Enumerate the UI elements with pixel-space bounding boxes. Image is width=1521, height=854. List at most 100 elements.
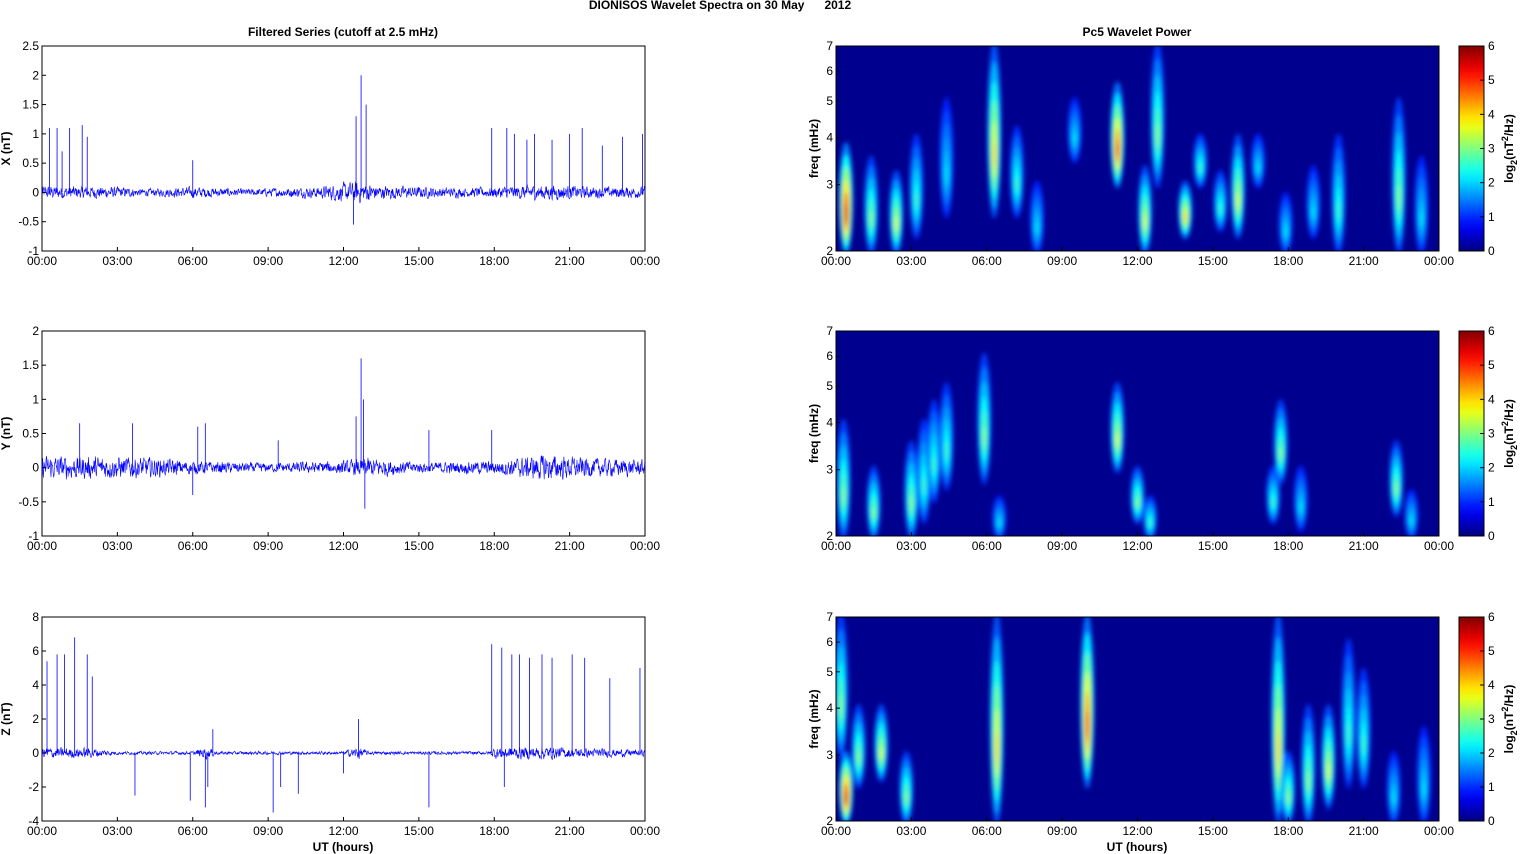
x-tick-label: 00:00 xyxy=(1424,539,1454,553)
colorbar-tick-label: 0 xyxy=(1488,244,1495,258)
colorbar-tick-label: 3 xyxy=(1488,427,1495,441)
x-tick-label: 12:00 xyxy=(1122,254,1152,268)
colorbar-tick-label: 2 xyxy=(1488,461,1495,475)
spectrogram-panel-1: 2 3 4 5 6 7 00:00 03:00 06:00 09:00 12:00 15:00 18:0… xyxy=(807,39,1519,268)
power-blob xyxy=(995,731,999,767)
y-tick-label: 6 xyxy=(826,349,833,363)
colorbar: 0 1 2 3 4 5 6 log2(nT2/Hz) xyxy=(1458,324,1519,543)
power-blob xyxy=(857,750,861,765)
power-blob xyxy=(1347,721,1351,747)
power-blob xyxy=(1279,446,1283,461)
plot-area xyxy=(41,330,646,537)
y-tick-label: -1 xyxy=(28,244,39,258)
x-tick-label: 15:00 xyxy=(1198,539,1228,553)
power-blob xyxy=(1271,497,1275,508)
x-tick-label: 03:00 xyxy=(896,824,926,838)
colorbar-tick-label: 1 xyxy=(1488,210,1495,224)
x-tick-label: 21:00 xyxy=(555,539,585,553)
colorbar: 0 1 2 3 4 5 6 log2(nT2/Hz) xyxy=(1458,610,1519,828)
timeseries-panel-z: -4 -2 0 2 4 6 8 00:00 03:00 06:00 09:00 12:00 15:00 1… xyxy=(0,610,660,838)
power-blob xyxy=(1015,176,1019,193)
x-tick-label: 18:00 xyxy=(1273,539,1303,553)
x-tick-label: 21:00 xyxy=(1349,254,1379,268)
colorbar-tick-label: 0 xyxy=(1488,814,1495,828)
power-blob xyxy=(842,485,846,506)
power-blob xyxy=(1183,212,1187,223)
power-blob xyxy=(844,791,848,804)
power-blob xyxy=(1115,140,1119,159)
x-tick-label: 15:00 xyxy=(1198,824,1228,838)
y-tick-label: 7 xyxy=(826,39,833,53)
x-tick-label: 18:00 xyxy=(479,539,509,553)
spectrogram-panel-2: 2 3 4 5 6 7 00:00 03:00 06:00 09:00 12:00 15:00 18:0… xyxy=(807,324,1519,553)
power-blob xyxy=(1256,163,1260,173)
y-axis-label: freq (mHz) xyxy=(807,119,821,178)
power-blob xyxy=(1143,214,1147,230)
colorbar-tick-label: 5 xyxy=(1488,73,1495,87)
power-blob xyxy=(1422,780,1426,797)
power-blob xyxy=(1337,200,1340,221)
y-tick-label: 3 xyxy=(826,748,833,762)
colorbar-tick-label: 1 xyxy=(1488,495,1495,509)
spectrogram-background xyxy=(836,46,1439,251)
x-tick-label: 21:00 xyxy=(1349,539,1379,553)
power-blob xyxy=(1236,191,1240,210)
x-tick-label: 21:00 xyxy=(555,824,585,838)
x-tick-label: 00:00 xyxy=(1424,254,1454,268)
trace-y xyxy=(41,455,646,480)
x-tick-label: 18:00 xyxy=(1273,824,1303,838)
colorbar-gradient xyxy=(1458,616,1485,822)
y-tick-label: 4 xyxy=(826,416,833,430)
power-blob xyxy=(894,216,898,231)
x-tick-label: 00:00 xyxy=(821,824,851,838)
x-tick-label: 21:00 xyxy=(1349,824,1379,838)
power-blob xyxy=(1306,770,1310,792)
power-blob xyxy=(914,191,918,210)
colorbar: 0 1 2 3 4 5 6 log2(nT2/Hz) xyxy=(1458,39,1519,258)
power-blob xyxy=(1419,210,1423,227)
x-tick-label: 06:00 xyxy=(178,824,208,838)
x-tick-label: 09:00 xyxy=(253,824,283,838)
x-tick-label: 00:00 xyxy=(821,539,851,553)
y-tick-label: -4 xyxy=(28,814,39,828)
y-tick-label: 1 xyxy=(32,127,39,141)
colorbar-tick-label: 0 xyxy=(1488,529,1495,543)
x-tick-label: 09:00 xyxy=(1047,824,1077,838)
x-tick-label: 06:00 xyxy=(972,539,1002,553)
power-blob xyxy=(1073,133,1077,145)
power-blob xyxy=(1156,123,1160,148)
y-tick-label: 1 xyxy=(32,392,39,406)
colorbar-tick-label: 1 xyxy=(1488,780,1495,794)
x-tick-label: 00:00 xyxy=(630,254,660,268)
y-tick-label: 2 xyxy=(32,712,39,726)
x-tick-label: 18:00 xyxy=(1273,254,1303,268)
power-blob xyxy=(1286,791,1290,804)
x-tick-label: 03:00 xyxy=(896,254,926,268)
colorbar-tick-label: 6 xyxy=(1488,324,1495,338)
x-tick-label: 03:00 xyxy=(102,539,132,553)
power-blob xyxy=(1136,497,1139,508)
colorbar-tick-label: 6 xyxy=(1488,39,1495,53)
trace-z xyxy=(41,746,646,761)
power-blob xyxy=(879,746,883,760)
x-tick-label: 00:00 xyxy=(821,254,851,268)
power-blob xyxy=(1085,710,1089,740)
power-blob xyxy=(839,693,843,719)
y-tick-label: 2 xyxy=(826,244,833,258)
power-blob xyxy=(1035,221,1039,234)
y-tick-label: 0.5 xyxy=(22,156,39,170)
y-tick-label: 1.5 xyxy=(22,98,39,112)
colorbar-tick-label: 4 xyxy=(1488,678,1495,692)
x-tick-label: 06:00 xyxy=(178,539,208,553)
power-blob xyxy=(1198,163,1202,173)
y-tick-label: 0 xyxy=(32,185,39,199)
spectrogram-panel-3: 2 3 4 5 6 7 00:00 03:00 06:00 09:00 12:00 15:00 18:0… xyxy=(807,610,1519,838)
figure-title: DIONISOS Wavelet Spectra on 30 May 2012 xyxy=(589,0,852,12)
y-tick-label: 6 xyxy=(826,64,833,78)
y-tick-label: 0 xyxy=(32,746,39,760)
spectrogram-background xyxy=(836,617,1439,821)
y-tick-label: 2.5 xyxy=(22,39,39,53)
y-tick-label: 5 xyxy=(826,665,833,679)
x-tick-label: 15:00 xyxy=(404,254,434,268)
